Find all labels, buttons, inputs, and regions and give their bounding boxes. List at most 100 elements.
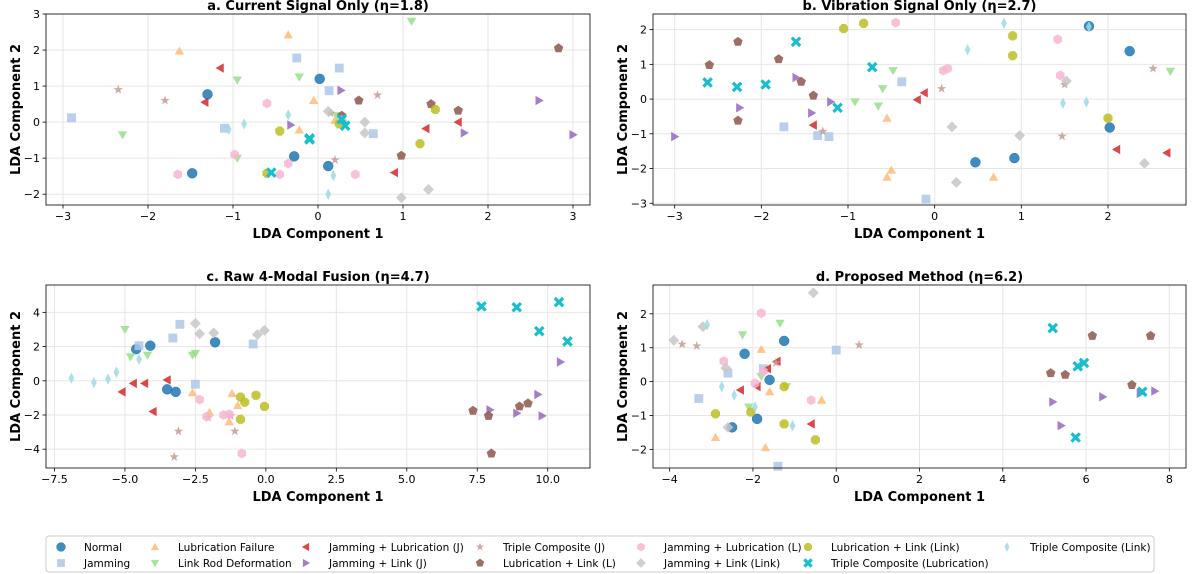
data-point <box>720 362 732 374</box>
data-point <box>227 388 237 398</box>
legend-item: Link Rod Deformation <box>150 558 292 570</box>
data-point <box>808 120 817 130</box>
data-point <box>195 394 204 405</box>
x-tick-label: −3 <box>55 210 71 223</box>
data-point <box>187 168 198 179</box>
y-tick-label: −2 <box>24 409 40 422</box>
data-point <box>760 442 771 452</box>
data-point <box>736 103 745 113</box>
data-point <box>796 76 806 86</box>
data-point <box>831 345 841 355</box>
legend-item: Jamming + Link (Link) <box>636 558 780 570</box>
data-point <box>289 151 300 162</box>
data-point <box>733 115 743 125</box>
x-tick-label: −2 <box>745 473 761 486</box>
data-point <box>816 395 827 404</box>
x-axis-label: LDA Component 1 <box>854 227 985 242</box>
x-tick-label: −5.0 <box>112 473 139 486</box>
x-tick-label: 2 <box>916 473 923 486</box>
data-point <box>125 353 136 362</box>
y-axis-label: LDA Component 2 <box>616 311 631 442</box>
data-point <box>773 461 783 471</box>
data-point <box>723 368 733 378</box>
data-point <box>237 448 247 459</box>
data-point <box>136 353 142 366</box>
data-point <box>773 54 784 64</box>
x-tick-label: 0.0 <box>257 473 275 486</box>
x-tick-label: 7.5 <box>469 473 487 486</box>
data-point <box>882 113 892 122</box>
x-tick-label: −4 <box>662 473 678 486</box>
data-point <box>168 333 178 343</box>
data-point <box>1060 97 1066 109</box>
data-point <box>569 130 578 140</box>
scatter-panel-1: −3 −2 −1 0 1 2 3 −2 −1 0 1 2 3 a. Current Signal Only… <box>9 0 591 242</box>
data-point <box>764 387 775 396</box>
data-point <box>134 341 144 351</box>
data-point <box>1124 45 1135 57</box>
data-point <box>372 90 383 100</box>
data-point <box>230 149 239 160</box>
data-point <box>1078 357 1090 369</box>
x-tick-label: 2 <box>485 210 492 223</box>
axes-frame <box>652 284 1187 469</box>
y-tick-label: −4 <box>24 443 40 456</box>
data-point <box>750 378 760 389</box>
data-point <box>251 390 261 400</box>
data-point <box>832 102 843 114</box>
y-tick-label: 1 <box>33 80 40 93</box>
data-point <box>511 301 523 313</box>
y-tick-label: 2 <box>640 24 647 37</box>
data-point <box>1009 152 1020 164</box>
data-point <box>483 410 494 420</box>
y-tick-label: −1 <box>24 152 40 165</box>
legend-item: Jamming + Lubrication (L) <box>637 542 802 554</box>
data-point <box>173 426 184 436</box>
data-point <box>752 401 758 413</box>
scatter-panel-4: −4 −2 0 2 4 6 8 −2 −1 0 1 2 d. Proposed Method (η=6.… <box>616 270 1187 505</box>
data-point <box>120 325 130 335</box>
data-point <box>351 169 360 180</box>
data-point <box>1057 131 1067 141</box>
data-point <box>779 122 789 132</box>
data-point <box>538 411 547 421</box>
data-point <box>1086 21 1092 33</box>
data-point <box>170 386 181 398</box>
data-point <box>251 329 263 341</box>
x-tick-label: −1 <box>840 210 856 223</box>
data-point <box>330 169 337 182</box>
legend-marker <box>637 542 645 552</box>
data-point <box>886 165 897 174</box>
y-axis-label: LDA Component 2 <box>9 44 24 175</box>
data-point <box>553 43 564 53</box>
y-tick-label: −2 <box>24 188 40 201</box>
data-point <box>336 113 348 125</box>
legend: Normal Jamming Lubrication Failure Link Rod… <box>45 535 1155 573</box>
data-point <box>91 376 97 389</box>
y-tick-label: −1 <box>631 409 647 422</box>
data-point <box>1056 70 1065 81</box>
data-point <box>219 410 228 420</box>
data-points <box>668 287 1160 471</box>
data-point <box>779 382 789 392</box>
data-point <box>722 421 734 433</box>
data-point <box>1111 144 1121 155</box>
data-point <box>534 389 543 400</box>
data-point <box>533 325 545 337</box>
x-tick-label: −2.5 <box>182 473 209 486</box>
legend-label: Lubrication Failure <box>178 542 274 554</box>
legend-label: Triple Composite (Link) <box>1029 542 1151 554</box>
data-points <box>68 296 573 461</box>
data-point <box>792 72 801 83</box>
data-point <box>337 85 346 96</box>
y-tick-label: 0 <box>640 376 647 389</box>
legend-label: Normal <box>84 542 122 554</box>
data-point <box>314 73 325 85</box>
data-point <box>739 348 750 359</box>
data-point <box>139 378 149 389</box>
data-point <box>241 118 247 130</box>
data-point <box>1008 51 1018 61</box>
legend-label: Jamming + Link (J) <box>328 558 427 570</box>
data-point <box>710 409 721 419</box>
